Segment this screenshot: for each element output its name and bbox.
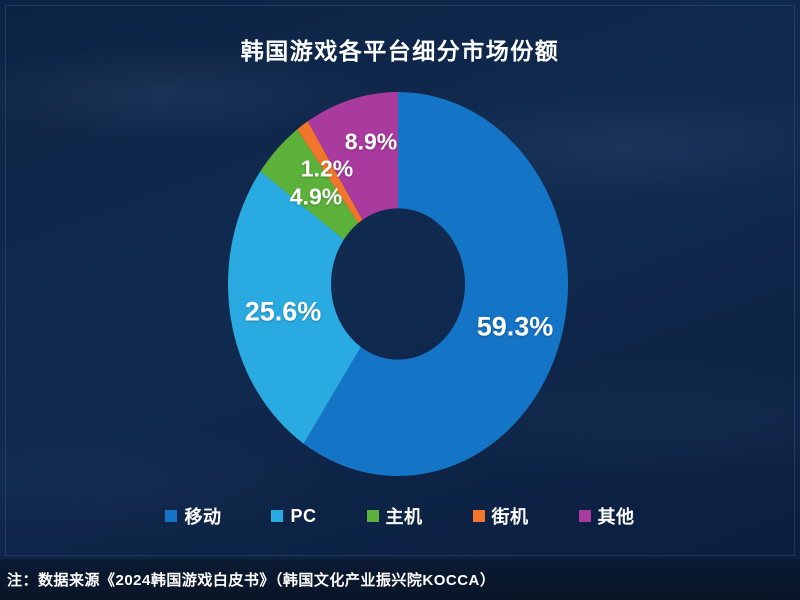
pie-segment-PC [228,171,361,444]
legend-label: 主机 [385,507,423,527]
legend-label: 移动 [184,507,222,527]
pie-segment-移动 [303,92,568,476]
value-label: 8.9% [344,128,398,155]
donut-chart [228,92,568,476]
value-label: 4.9% [289,183,343,210]
value-label: 59.3% [476,311,554,342]
pie-segment-其他 [307,92,398,220]
legend-item-移动: 移动 [165,503,221,529]
donut-svg [228,92,568,476]
pie-segment-街机 [297,121,363,224]
legend-item-PC: PC [271,506,316,527]
footer-bar: 注：数据来源《2024韩国游戏白皮书》（韩国文化产业振兴院KOCCA） [0,559,800,600]
pie-segment-主机 [260,129,359,240]
legend-swatch-icon [271,510,284,522]
chart-title: 韩国游戏各平台细分市场份额 [240,38,560,64]
legend-swatch-icon [165,510,178,522]
legend-swatch-icon [578,510,591,522]
legend-item-主机: 主机 [366,503,423,529]
legend-swatch-icon [472,510,485,522]
legend-label: PC [290,505,317,526]
legend-swatch-icon [366,510,379,522]
value-label: 25.6% [244,296,322,327]
legend: 移动 PC 主机 街机 其他 [0,503,800,529]
footer-note: 注：数据来源《2024韩国游戏白皮书》（韩国文化产业振兴院KOCCA） [7,572,496,589]
value-label: 1.2% [300,155,354,182]
legend-label: 其他 [597,507,635,527]
legend-item-其他: 其他 [578,503,635,529]
legend-item-街机: 街机 [472,503,529,529]
legend-label: 街机 [491,507,529,527]
